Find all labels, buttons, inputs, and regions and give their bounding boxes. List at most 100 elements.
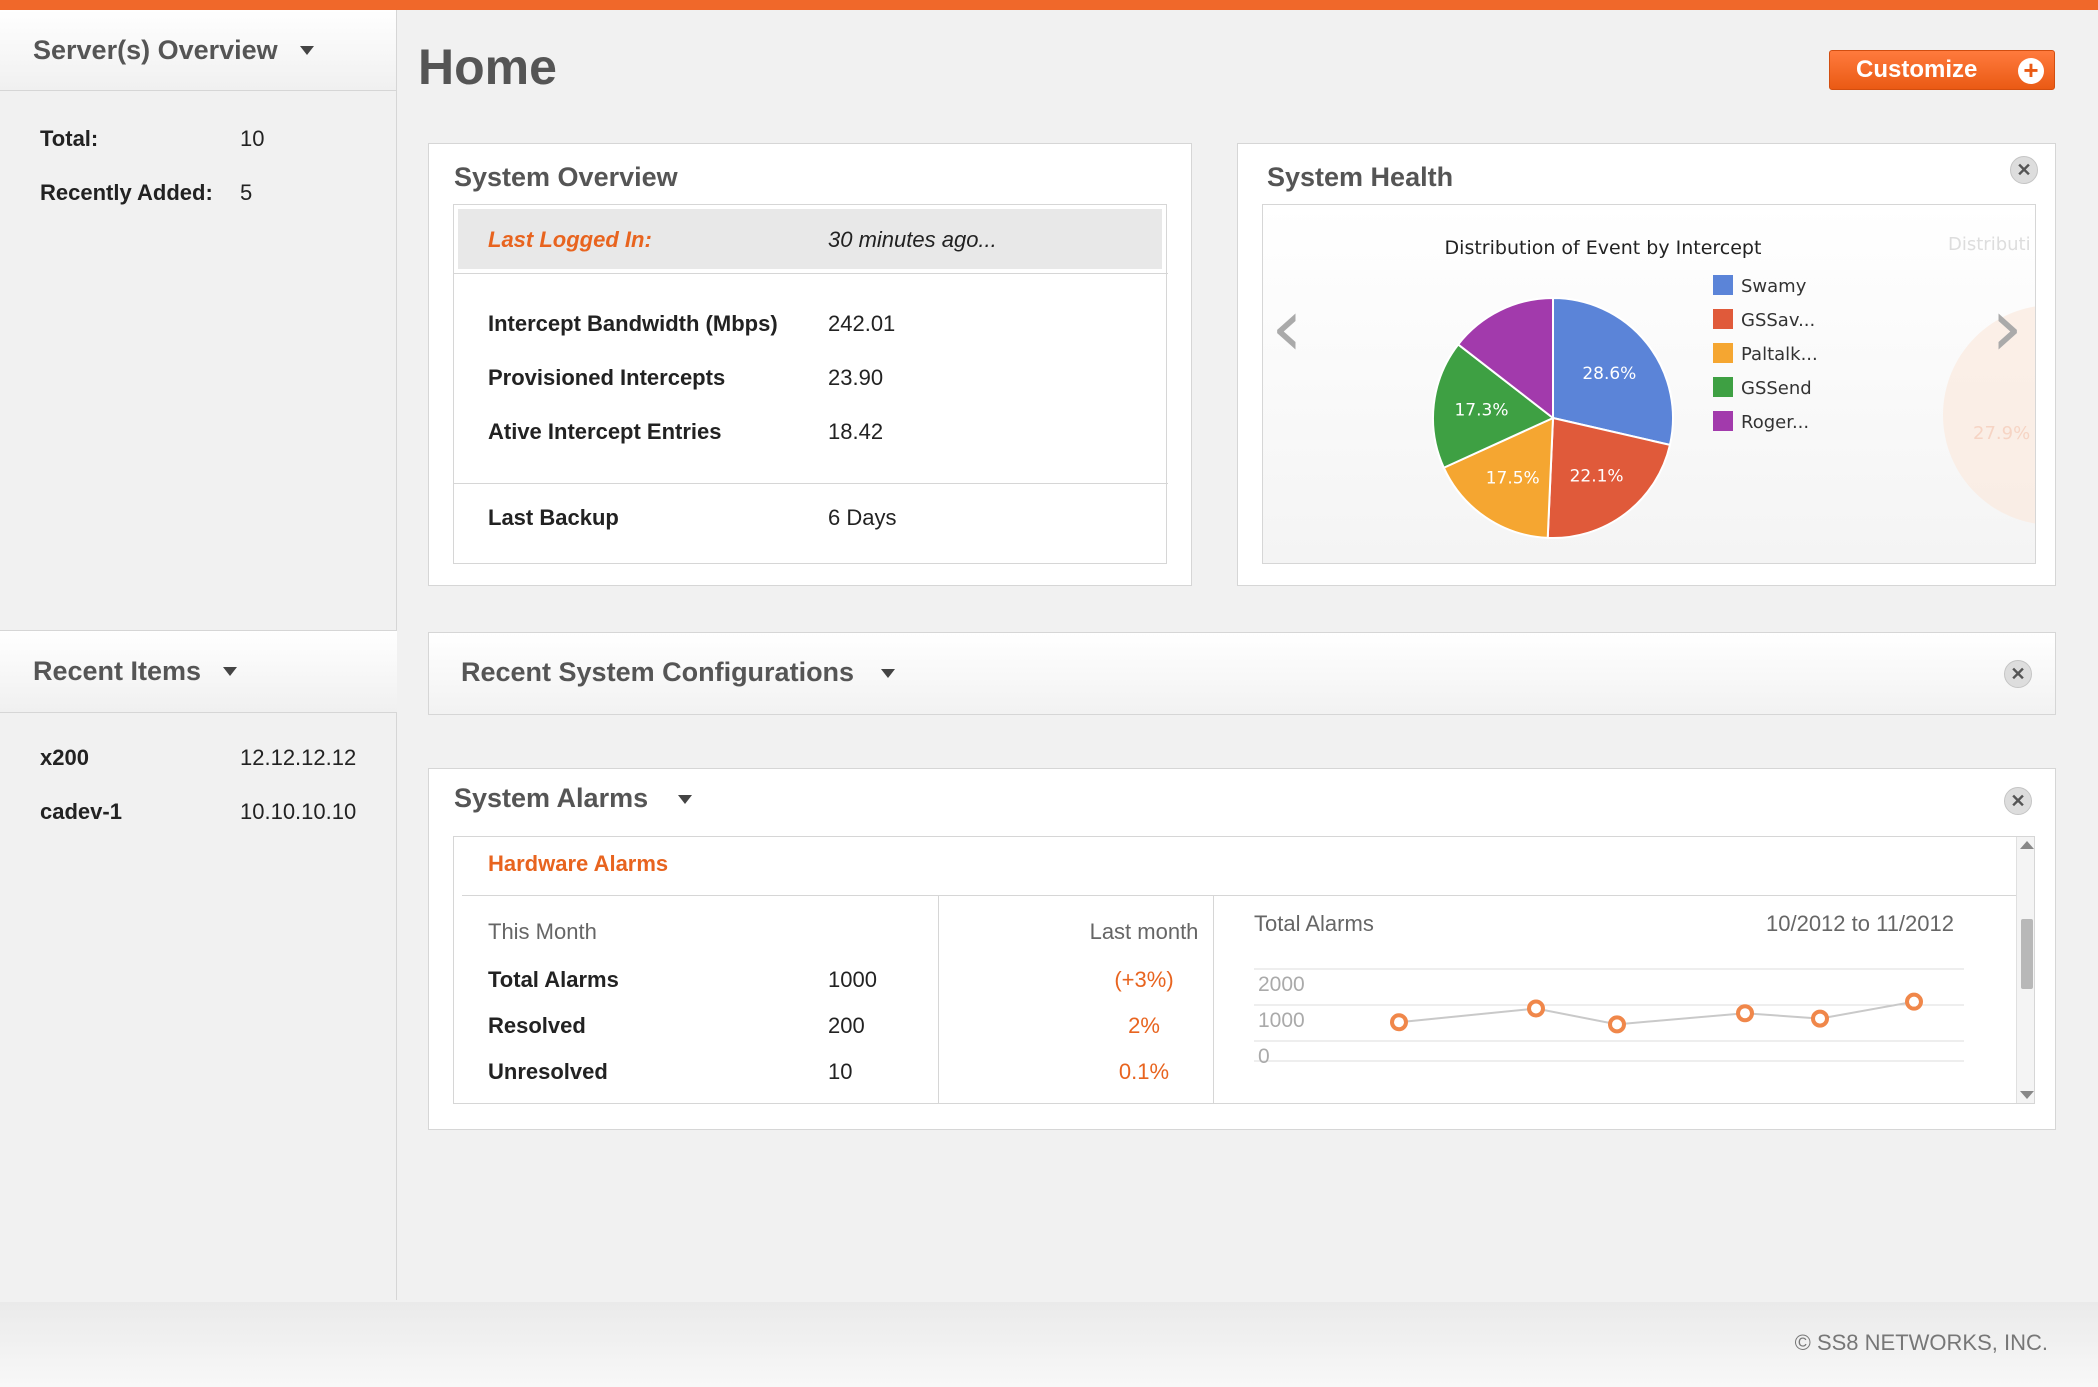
total-value: 10 (240, 126, 265, 151)
divider (454, 483, 1168, 484)
pie-slices (1432, 296, 1674, 539)
recent-item-ip: 12.12.12.12 (240, 745, 357, 770)
copyright-text: © SS8 NETWORKS, INC. (1794, 1330, 2048, 1355)
recent-items-title: Recent Items (33, 656, 202, 686)
pie-slice[interactable] (1552, 296, 1674, 447)
overview-row-label: Provisioned Intercepts (488, 365, 726, 390)
data-point[interactable] (1608, 1015, 1626, 1034)
scroll-down-icon[interactable] (2020, 1091, 2034, 1099)
chevron-down-icon[interactable] (299, 45, 314, 55)
data-point[interactable] (1390, 1013, 1408, 1032)
system-overview-panel: System Overview Last Logged In: 30 minut… (428, 143, 1192, 586)
footer: © SS8 NETWORKS, INC. (0, 1302, 2098, 1387)
chevron-down-icon[interactable] (223, 667, 238, 676)
next-chart-title: Distributi (1948, 234, 2031, 255)
legend-item: GSSav... (1741, 310, 1815, 331)
chevron-down-icon[interactable] (881, 669, 895, 678)
system-health-title: System Health (1267, 162, 1454, 192)
customize-label: Customize (1856, 56, 1978, 83)
legend-swatch (1713, 343, 1733, 363)
page-title: Home (418, 39, 557, 95)
divider (454, 273, 1168, 274)
total-label: Total: (40, 126, 99, 151)
y-tick-label: 1000 (1258, 1009, 1305, 1032)
scrollbar[interactable] (2016, 837, 2034, 1103)
recently-added-label: Recently Added: (40, 180, 213, 205)
pie-slice[interactable] (1456, 296, 1554, 421)
close-icon[interactable]: ✕ (2004, 787, 2032, 815)
customize-button[interactable]: Customize + (1829, 50, 2055, 90)
data-point[interactable] (1905, 992, 1923, 1011)
chevron-left-icon[interactable]: ‹ (1271, 281, 1303, 374)
alarm-row-change: 0.1% (1118, 1059, 1170, 1084)
servers-overview-title: Server(s) Overview (33, 34, 278, 65)
system-health-content: Distribution of Event by Intercept 28.6%… (1262, 204, 2036, 564)
alarms-line-chart: Total Alarms 10/2012 to 11/2012 2000 1000… (1254, 911, 1964, 1068)
data-point[interactable] (1736, 1004, 1754, 1023)
series-line (1398, 1000, 1915, 1026)
recent-item-name[interactable]: cadev-1 (40, 799, 122, 824)
y-tick-labels: 2000 1000 0 (1258, 973, 1305, 1068)
recent-items-header[interactable]: Recent Items (0, 630, 397, 713)
pie-chart: Distribution of Event by Intercept 28.6%… (1271, 234, 2035, 539)
divider (938, 896, 939, 1103)
close-icon[interactable]: ✕ (2004, 660, 2032, 688)
system-health-panel: System Health ✕ Distribution of Event by… (1237, 143, 2056, 586)
line-series (1390, 992, 1923, 1034)
chart-legend: Swamy GSSav... Paltalk... GSSend Roger... (1713, 275, 1818, 433)
system-alarms-title: System Alarms (454, 783, 649, 813)
chart-title: Total Alarms (1254, 911, 1374, 936)
y-tick-label: 0 (1258, 1045, 1270, 1068)
next-chart-preview (1943, 306, 2035, 524)
alarm-row-value: 1000 (828, 967, 877, 992)
legend-swatch (1713, 411, 1733, 431)
alarm-row-value: 10 (828, 1059, 853, 1084)
alarms-content: Hardware Alarms This Month Last month To… (453, 836, 2035, 1104)
top-accent-bar (0, 0, 2098, 10)
divider (1213, 896, 1214, 1103)
chart-subtitle: 10/2012 to 11/2012 (1766, 911, 1954, 936)
overview-row-label: Intercept Bandwidth (Mbps) (488, 311, 778, 336)
slice-label: 17.3% (1454, 401, 1508, 421)
hardware-alarms-title: Hardware Alarms (488, 851, 669, 876)
pie-slice[interactable] (1442, 416, 1555, 539)
scrollbar-thumb[interactable] (2021, 919, 2033, 989)
last-month-header: Last month (1089, 919, 1199, 944)
last-logged-value: 30 minutes ago... (828, 227, 997, 252)
last-backup-value: 6 Days (828, 505, 897, 530)
recent-item-name[interactable]: x200 (40, 745, 89, 770)
chart-grid (1254, 968, 1964, 1062)
scroll-up-icon[interactable] (2020, 841, 2034, 849)
recent-configs-title: Recent System Configurations (461, 657, 855, 687)
next-chart-label: 27.9% (1973, 423, 2030, 444)
overview-row-value: 18.42 (828, 419, 884, 444)
pie-labels: 28.6% 22.1% 17.5% 17.3% (1454, 364, 1636, 489)
chevron-right-icon[interactable]: › (1991, 281, 2023, 374)
legend-item: GSSend (1741, 378, 1812, 399)
overview-row-label: Ative Intercept Entries (488, 419, 722, 444)
servers-overview-header[interactable]: Server(s) Overview (0, 10, 396, 91)
system-alarms-panel: System Alarms ✕ Hardware Alarms This Mon… (428, 768, 2056, 1130)
last-backup-label: Last Backup (488, 505, 619, 530)
legend-swatch (1713, 309, 1733, 329)
recent-item-ip: 10.10.10.10 (240, 799, 357, 824)
system-overview-content: Last Logged In: 30 minutes ago... Interc… (453, 204, 1168, 564)
recently-added-value: 5 (240, 180, 253, 205)
data-point[interactable] (1527, 999, 1545, 1018)
alarm-row-label: Total Alarms (488, 967, 619, 992)
pie-slice[interactable] (1546, 416, 1672, 539)
recent-configs-panel[interactable]: Recent System Configurations ✕ (428, 632, 2056, 715)
pie-slice[interactable] (1432, 343, 1555, 470)
close-icon[interactable]: ✕ (2010, 156, 2038, 184)
chevron-down-icon[interactable] (678, 795, 692, 804)
alarm-row-change: (+3%) (1114, 967, 1174, 992)
alarm-row-value: 200 (828, 1013, 865, 1038)
slice-label: 28.6% (1582, 364, 1636, 384)
divider (462, 895, 2016, 896)
overview-row-value: 23.90 (828, 365, 884, 390)
legend-swatch (1713, 275, 1733, 295)
overview-row-value: 242.01 (828, 311, 896, 336)
data-point[interactable] (1811, 1009, 1829, 1028)
plus-icon: + (2018, 57, 2044, 84)
system-overview-title: System Overview (454, 162, 678, 192)
